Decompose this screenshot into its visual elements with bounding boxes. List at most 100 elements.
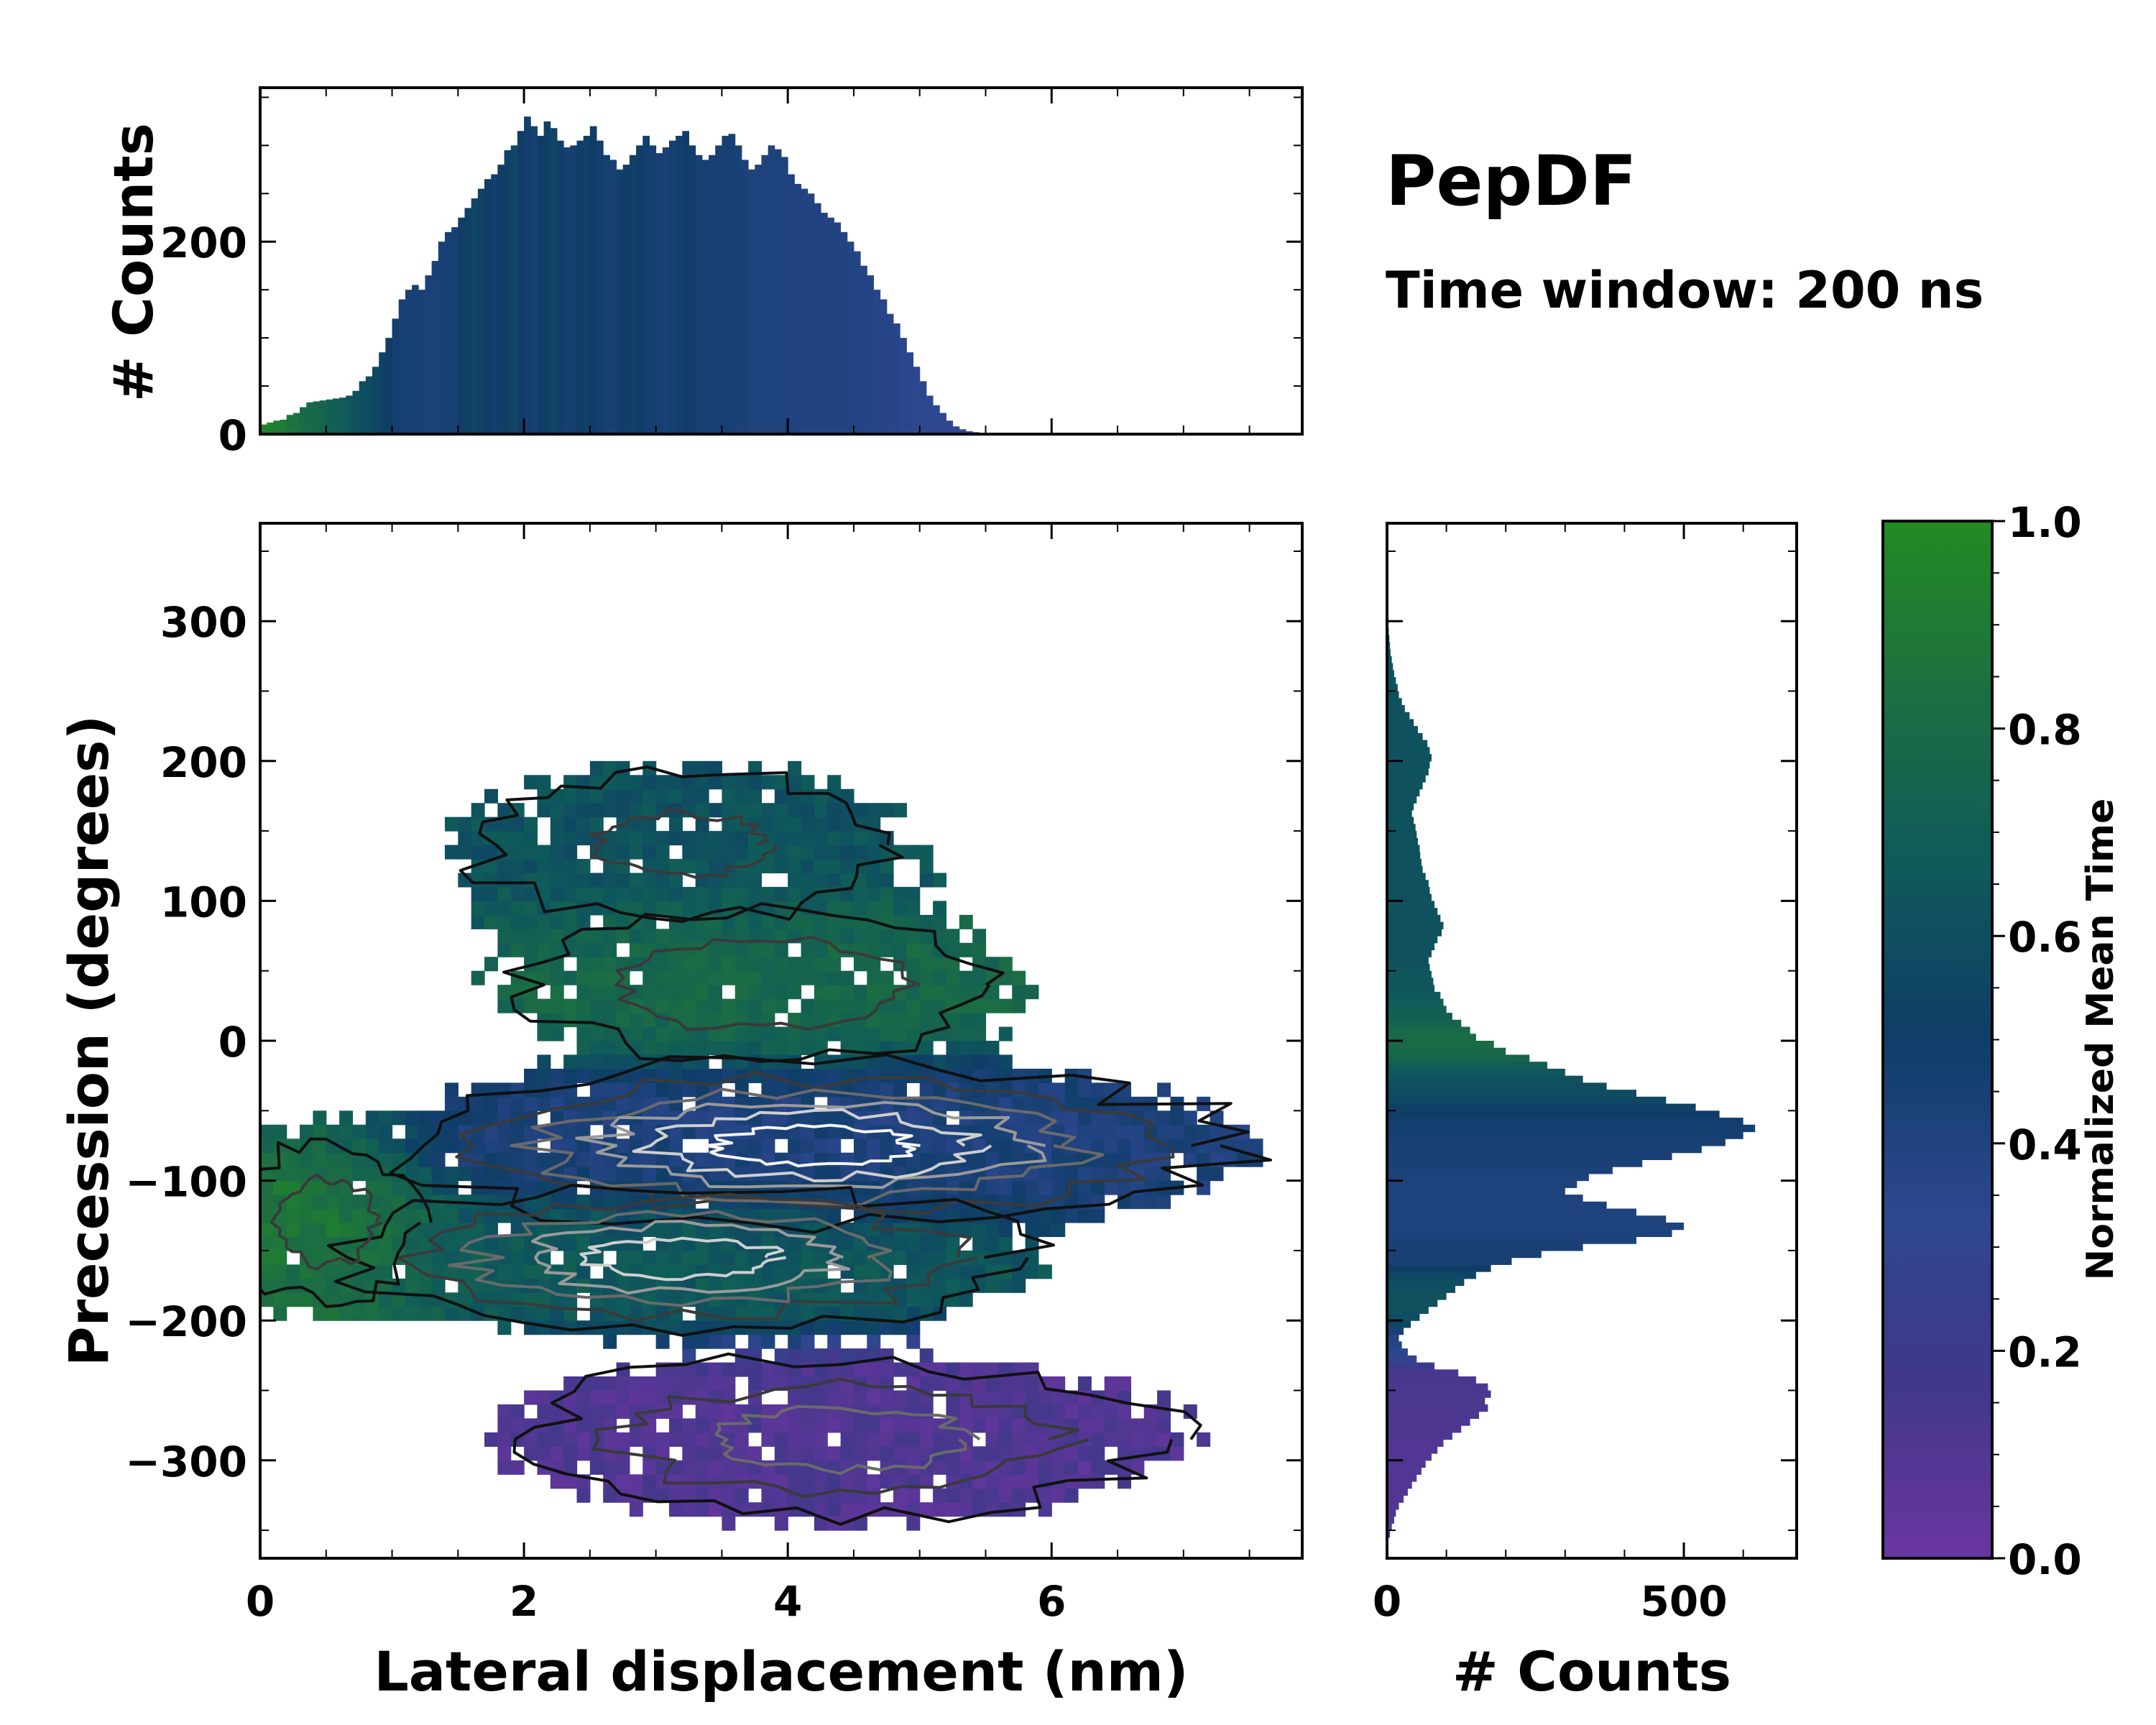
heatmap-cell: [748, 873, 763, 888]
heatmap-cell: [629, 1096, 643, 1111]
heatmap-cell: [1157, 1432, 1171, 1447]
heatmap-cell: [906, 1320, 921, 1335]
top-hist-bar: [913, 367, 921, 434]
right-hist-bar: [1387, 1376, 1476, 1384]
heatmap-cell: [352, 1292, 367, 1307]
heatmap-cell: [893, 1390, 907, 1405]
heatmap-cell: [919, 873, 934, 888]
right-hist-bar: [1387, 978, 1434, 985]
right-hist-bar: [1387, 1250, 1542, 1259]
heatmap-cell: [998, 1195, 1013, 1210]
heatmap-cell: [418, 1278, 433, 1293]
heatmap-cell: [616, 1460, 630, 1475]
heatmap-cell: [497, 914, 512, 929]
heatmap-cell: [985, 1446, 1000, 1461]
heatmap-cell: [1051, 1376, 1066, 1392]
heatmap-cell: [709, 942, 723, 957]
heatmap-cell: [761, 886, 775, 902]
heatmap-cell: [972, 929, 987, 944]
heatmap-cell: [959, 1222, 973, 1238]
right-hist-bar: [1387, 1201, 1607, 1210]
heatmap-cell: [774, 970, 788, 985]
heatmap-cell: [1077, 1460, 1092, 1475]
heatmap-cell: [668, 1418, 683, 1433]
heatmap-cell: [1118, 1418, 1131, 1433]
heatmap-cell: [722, 1250, 736, 1265]
right-hist-bar: [1387, 852, 1421, 860]
heatmap-cell: [300, 1222, 314, 1238]
heatmap-cell: [616, 1138, 630, 1154]
top-hist-bar: [840, 231, 848, 434]
right-hist-bar: [1387, 1082, 1607, 1090]
heatmap-cell: [655, 970, 670, 985]
heatmap-cell: [722, 1432, 736, 1447]
heatmap-cell: [788, 1334, 802, 1349]
heatmap-cell: [1130, 1138, 1145, 1154]
right-hist-bar: [1387, 1285, 1455, 1293]
heatmap-cell: [484, 901, 498, 916]
top-hist-bar: [761, 155, 769, 434]
heatmap-cell: [919, 1264, 934, 1279]
top-hist-bar: [636, 145, 643, 435]
heatmap-cell: [497, 1124, 512, 1139]
heatmap-cell: [550, 914, 564, 929]
heatmap-cell: [484, 1292, 498, 1307]
heatmap-cell: [471, 845, 485, 860]
heatmap-cell: [893, 1306, 907, 1321]
top-hist-bar: [900, 338, 907, 434]
heatmap-cell: [484, 1208, 498, 1223]
heatmap-cell: [405, 1306, 419, 1321]
top-hist-bar: [655, 153, 663, 435]
heatmap-cell: [761, 942, 775, 957]
heatmap-cell: [537, 1292, 551, 1307]
heatmap-cell: [682, 1348, 696, 1363]
heatmap-cell: [985, 1362, 1000, 1377]
heatmap-cell: [286, 1195, 300, 1210]
heatmap-cell: [998, 1138, 1013, 1154]
heatmap-cell: [814, 816, 828, 832]
heatmap-cell: [1077, 1446, 1092, 1461]
right-hist-bar: [1387, 1124, 1756, 1133]
heatmap-cell: [893, 1488, 907, 1503]
heatmap-cell: [510, 845, 525, 860]
heatmap-cell: [827, 1418, 842, 1433]
right-hist-bar: [1387, 1222, 1685, 1230]
colorbar-tick-label: 0.2: [2008, 1328, 2082, 1376]
heatmap-cell: [695, 1376, 709, 1392]
heatmap-cell: [576, 1124, 591, 1139]
heatmap-cell: [642, 1082, 657, 1098]
heatmap-cell: [655, 1334, 670, 1349]
right-hist-bar: [1387, 1355, 1417, 1363]
heatmap-cell: [1025, 1404, 1039, 1420]
right-hist-bar: [1387, 1118, 1743, 1126]
heatmap-cell: [655, 1167, 670, 1182]
heatmap-cell: [972, 1041, 987, 1056]
heatmap-cell: [1104, 1404, 1118, 1420]
heatmap-cell: [998, 1488, 1013, 1503]
heatmap-cell: [880, 929, 894, 944]
heatmap-cell: [933, 1236, 947, 1251]
heatmap-cell: [695, 1488, 709, 1503]
heatmap-cell: [709, 1013, 723, 1028]
right-hist-bar: [1387, 1068, 1565, 1077]
heatmap-cell: [788, 886, 802, 902]
heatmap-cell: [629, 929, 643, 944]
heatmap-cell: [537, 788, 551, 804]
heatmap-cell: [550, 970, 564, 985]
heatmap-cell: [642, 788, 657, 804]
right-hist-bar: [1387, 1467, 1422, 1475]
right-hist-bar: [1387, 929, 1442, 937]
heatmap-cell: [709, 803, 723, 818]
heatmap-cell: [867, 1334, 881, 1349]
top-hist-bar: [722, 135, 729, 434]
top-hist-bar: [701, 160, 709, 434]
heatmap-cell: [840, 1167, 854, 1182]
heatmap-cell: [827, 914, 842, 929]
right-hist-bar: [1387, 936, 1438, 944]
heatmap-cell: [709, 1068, 723, 1083]
top-hist-bar: [596, 140, 604, 434]
heatmap-cell: [1143, 1195, 1158, 1210]
heatmap-cell: [589, 929, 604, 944]
heatmap-cell: [1091, 1195, 1105, 1210]
heatmap-cell: [655, 831, 670, 846]
